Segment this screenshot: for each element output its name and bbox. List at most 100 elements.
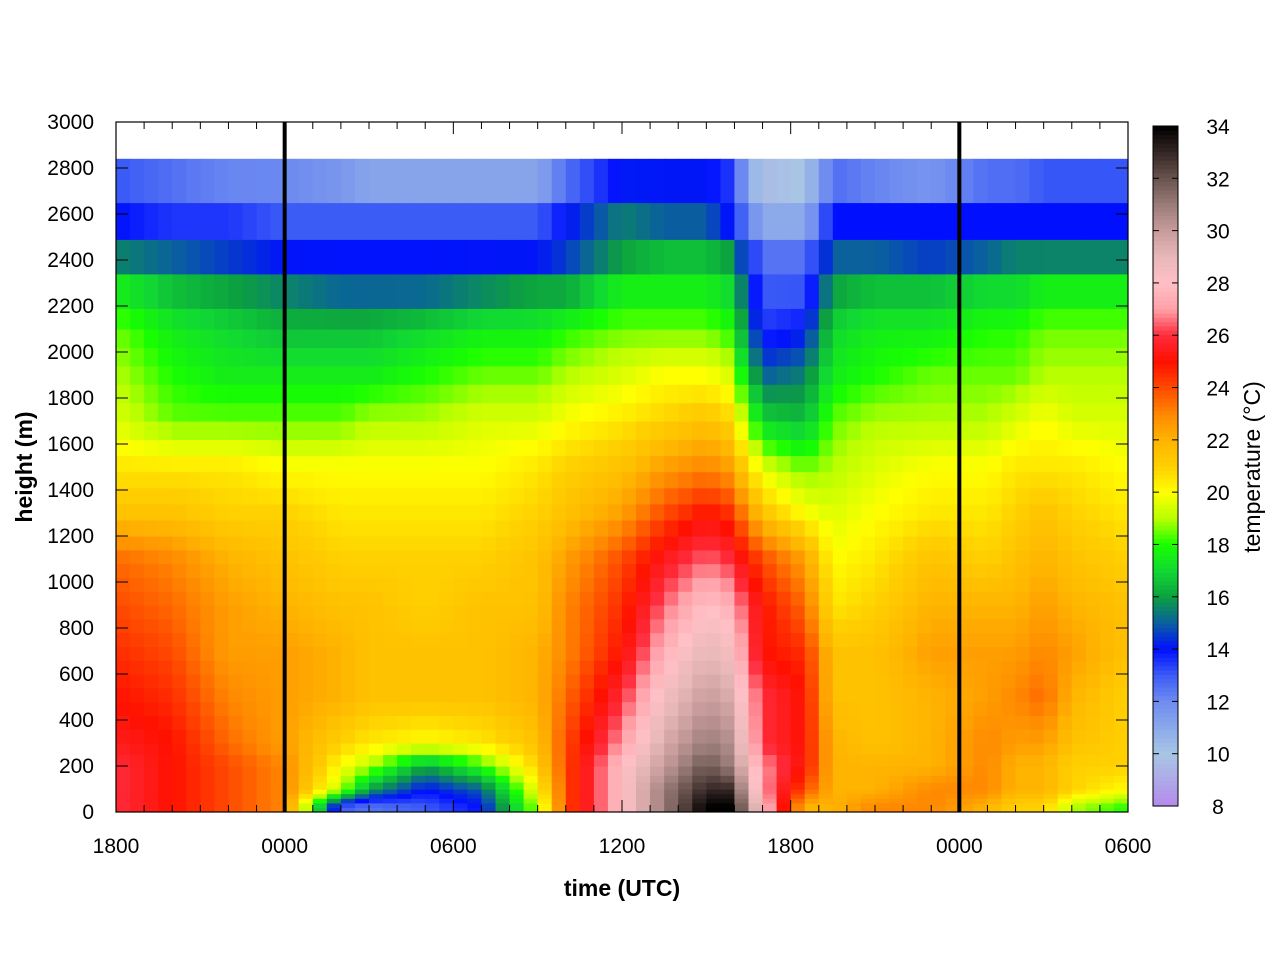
heatmap-cell [523, 329, 539, 348]
heatmap-cell [228, 365, 244, 385]
heatmap-cell [650, 674, 665, 689]
heatmap-cell [214, 577, 230, 592]
heatmap-cell [172, 577, 187, 592]
heatmap-cell [270, 455, 286, 473]
heatmap-cell [298, 536, 314, 551]
heatmap-cell [762, 549, 778, 565]
heatmap-cell [762, 329, 778, 348]
heatmap-cell [509, 384, 525, 404]
heatmap-cell [706, 798, 721, 804]
heatmap-cell [678, 402, 693, 422]
heatmap-cell [692, 729, 707, 744]
heatmap-cell [945, 802, 960, 808]
heatmap-cell [579, 591, 595, 606]
heatmap-cell [579, 239, 595, 275]
heatmap-cell [832, 577, 848, 592]
heatmap-cell [340, 439, 356, 457]
heatmap-cell [1043, 618, 1059, 634]
heatmap-cell [1057, 202, 1073, 240]
heatmap-cell [804, 729, 820, 744]
colorbar-segment [1153, 436, 1178, 442]
heatmap-cell [776, 660, 792, 675]
heatmap-cell [860, 308, 876, 330]
heatmap-cell [453, 329, 468, 348]
heatmap-cell [607, 754, 623, 767]
heatmap-cell [270, 329, 286, 348]
heatmap-cell [326, 775, 342, 783]
heatmap-cell [326, 729, 342, 744]
heatmap-cell [312, 455, 328, 473]
heatmap-cell [214, 455, 230, 473]
heatmap-cell [931, 782, 946, 790]
heatmap-cell [860, 605, 876, 620]
heatmap-cell [242, 329, 258, 348]
heatmap-cell [1085, 715, 1101, 730]
heatmap-cell [453, 202, 468, 240]
heatmap-cell [678, 503, 693, 521]
heatmap-cell [411, 802, 426, 808]
heatmap-cell [172, 798, 187, 804]
heatmap-cell [804, 487, 820, 505]
heatmap-cell [439, 807, 454, 812]
colorbar-segment [1153, 521, 1178, 527]
heatmap-cell [495, 766, 511, 776]
heatmap-cell [130, 439, 145, 457]
heatmap-cell [1113, 674, 1128, 689]
heatmap-cell [467, 536, 483, 551]
colorbar-segment [1153, 219, 1178, 225]
heatmap-cell [636, 202, 651, 240]
heatmap-cell [706, 618, 721, 634]
heatmap-cell [214, 646, 230, 661]
colorbar-segment [1153, 500, 1178, 505]
heatmap-cell [467, 549, 483, 565]
heatmap-cell [200, 743, 215, 756]
heatmap-cell [326, 239, 342, 275]
heatmap-cell [804, 782, 820, 790]
heatmap-cell [1029, 701, 1045, 716]
heatmap-cell [551, 660, 567, 675]
heatmap-cell [1113, 789, 1128, 795]
heatmap-cell [1113, 766, 1128, 776]
heatmap-cell [706, 591, 721, 606]
heatmap-cell [973, 789, 989, 795]
heatmap-cell [1085, 308, 1101, 330]
heatmap-cell [650, 793, 665, 799]
heatmap-cell [214, 701, 230, 716]
heatmap-cell [256, 775, 272, 783]
heatmap-cell [607, 503, 623, 521]
colorbar-segment [1153, 631, 1178, 637]
heatmap-cell [889, 807, 904, 812]
heatmap-cell [270, 687, 286, 703]
heatmap-cell [1113, 329, 1128, 348]
heatmap-cell [706, 754, 721, 767]
heatmap-cell [860, 455, 876, 473]
heatmap-cell [116, 802, 131, 808]
heatmap-cell [650, 487, 665, 505]
colorbar-tick-label: 26 [1206, 325, 1229, 348]
heatmap-cell [860, 766, 876, 776]
heatmap-cell [453, 766, 468, 776]
heatmap-cell [1113, 807, 1128, 812]
heatmap-cell [411, 591, 426, 606]
heatmap-cell [1001, 766, 1017, 776]
heatmap-cell [1099, 471, 1115, 489]
heatmap-cell [678, 202, 693, 240]
heatmap-cell [832, 729, 848, 744]
heatmap-cell [467, 239, 483, 275]
heatmap-cell [987, 384, 1003, 404]
heatmap-cell [172, 701, 187, 716]
heatmap-cell [495, 384, 511, 404]
heatmap-cell [579, 202, 595, 240]
heatmap-cell [748, 365, 764, 385]
heatmap-cell [748, 687, 764, 703]
y-tick-label: 400 [59, 709, 94, 732]
heatmap-cell [931, 536, 946, 551]
heatmap-cell [298, 782, 314, 790]
heatmap-cell [945, 347, 960, 367]
heatmap-cell [116, 674, 131, 689]
heatmap-cell [832, 384, 848, 404]
heatmap-cell [284, 202, 300, 240]
heatmap-cell [214, 687, 230, 703]
heatmap-cell [860, 273, 876, 309]
heatmap-cell [790, 789, 806, 795]
